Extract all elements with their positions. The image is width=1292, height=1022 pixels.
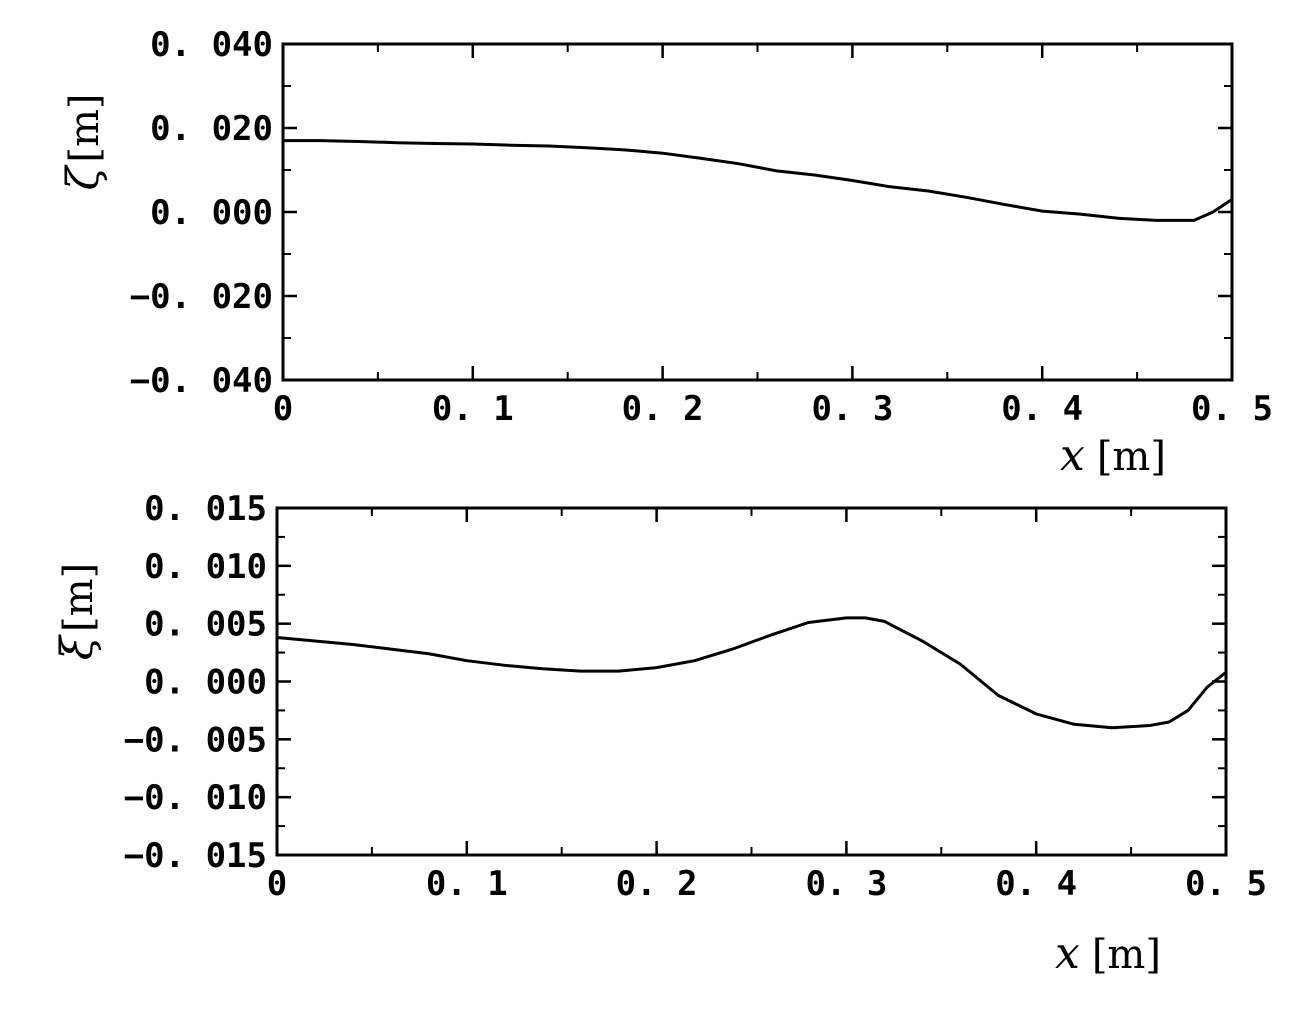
x-axis-label: x [m] xyxy=(1055,928,1161,979)
y-tick-label: −0. 005 xyxy=(124,720,267,760)
series-line xyxy=(275,616,1228,730)
y-axis-symbol: ζ xyxy=(58,164,109,191)
y-tick-label: 0. 005 xyxy=(144,605,267,645)
y-axis-label: ξ[m] xyxy=(52,563,103,660)
x-tick-label: 0. 1 xyxy=(432,389,514,429)
y-tick-label: 0. 020 xyxy=(150,109,273,149)
x-tick-label: 0. 5 xyxy=(1191,389,1273,429)
x-axis-label: x [m] xyxy=(1060,430,1166,481)
x-tick-label: 0. 1 xyxy=(426,864,508,904)
y-tick-label: 0. 015 xyxy=(144,489,267,529)
bottom-chart: 0 0. 1 0. 2 0. 3 0. 4 0. 5 0. 015 0. 010 0. 005 0… xyxy=(52,489,1267,979)
plot-frame xyxy=(281,42,1234,382)
x-tick-label: 0. 2 xyxy=(616,864,698,904)
y-tick-label: 0. 040 xyxy=(150,25,273,65)
plot-frame xyxy=(275,506,1228,857)
series-line xyxy=(281,139,1234,222)
x-axis-unit: [m] xyxy=(1092,932,1161,978)
x-axis-unit: [m] xyxy=(1097,434,1166,480)
x-axis-symbol: x xyxy=(1060,430,1085,481)
y-axis-unit: [m] xyxy=(56,563,102,632)
x-tick-label: 0. 5 xyxy=(1185,864,1267,904)
y-tick-label: 0. 000 xyxy=(150,193,273,233)
x-tick-label: 0 xyxy=(267,864,287,904)
top-chart: 0 0. 1 0. 2 0. 3 0. 4 0. 5 0. 040 0. 020 0. 000 −… xyxy=(58,25,1273,481)
x-tick-label: 0. 3 xyxy=(811,389,893,429)
y-tick-label: 0. 000 xyxy=(144,663,267,703)
x-tick-label: 0. 4 xyxy=(995,864,1077,904)
y-tick-label: 0. 010 xyxy=(144,547,267,587)
y-tick-label: −0. 040 xyxy=(130,361,273,401)
y-tick-label: −0. 020 xyxy=(130,277,273,317)
x-tick-label: 0. 2 xyxy=(622,389,704,429)
x-axis-symbol: x xyxy=(1055,928,1080,979)
y-axis-symbol: ξ xyxy=(52,633,103,660)
y-axis-label: ζ[m] xyxy=(58,94,109,191)
y-tick-label: −0. 010 xyxy=(124,778,267,818)
x-tick-label: 0. 3 xyxy=(805,864,887,904)
y-axis-unit: [m] xyxy=(62,94,108,163)
x-tick-label: 0. 4 xyxy=(1001,389,1083,429)
y-tick-label: −0. 015 xyxy=(124,836,267,876)
x-tick-label: 0 xyxy=(273,389,293,429)
